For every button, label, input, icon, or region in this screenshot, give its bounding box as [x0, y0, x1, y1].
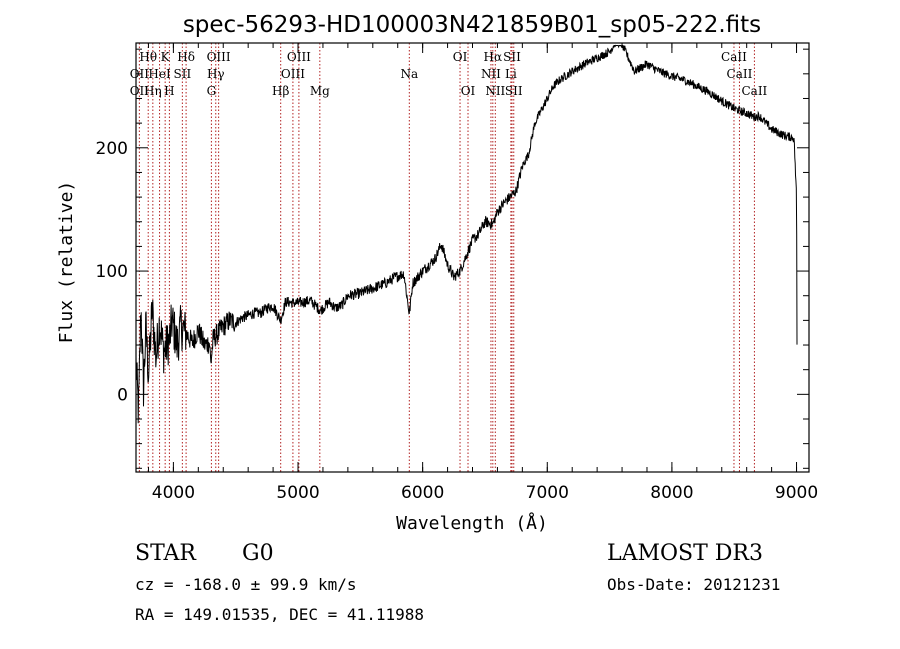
y-axis-ticks: 0 100 200 — [96, 48, 809, 469]
line-label: OIII — [207, 50, 231, 64]
line-label: SII — [503, 50, 521, 64]
emission-line-markers — [138, 43, 755, 472]
line-label: OIII — [287, 50, 311, 64]
y-tick-label: 0 — [117, 385, 128, 405]
x-axis-label: Wavelength (Å) — [396, 512, 548, 534]
line-label: Li — [505, 67, 517, 81]
line-label: OIII — [281, 67, 305, 81]
line-label: Na — [400, 67, 418, 81]
line-label: OII — [130, 84, 150, 98]
line-label: Hα — [484, 50, 503, 64]
obs-date: Obs-Date: 20121231 — [607, 575, 780, 594]
redshift-text: cz = -168.0 ± 99.9 km/s — [135, 575, 357, 594]
line-label: CaII — [727, 67, 753, 81]
line-label: SII — [174, 67, 192, 81]
line-label: CaII — [741, 84, 767, 98]
line-label: Mg — [310, 84, 330, 98]
spectrum-line — [135, 44, 798, 424]
line-label: Hθ — [139, 50, 157, 64]
object-class: STAR — [135, 541, 197, 566]
coordinates: RA = 149.01535, DEC = 41.11988 — [135, 605, 424, 624]
line-label: HeI — [148, 67, 171, 81]
line-label: OI — [461, 84, 476, 98]
y-axis-label: Flux (relative) — [56, 181, 77, 344]
chart-title: spec-56293-HD100003N421859B01_sp05-222.f… — [183, 12, 761, 38]
x-tick-label: 7000 — [526, 483, 569, 503]
line-label: G — [207, 84, 217, 98]
line-label: Hγ — [207, 67, 225, 81]
line-label: Hβ — [272, 84, 289, 98]
line-label: K — [161, 50, 171, 64]
object-subclass: G0 — [242, 541, 274, 566]
plot-frame — [135, 42, 810, 473]
y-tick-label: 100 — [96, 262, 128, 282]
x-tick-label: 4000 — [152, 483, 195, 503]
line-label: H — [164, 84, 174, 98]
x-tick-label: 5000 — [276, 483, 319, 503]
line-label: CaII — [721, 50, 747, 64]
x-tick-label: 6000 — [401, 483, 444, 503]
x-tick-label: 8000 — [650, 483, 693, 503]
line-label: SII — [505, 84, 523, 98]
y-tick-label: 200 — [96, 139, 128, 159]
line-label: OI — [453, 50, 468, 64]
line-label: Hη — [144, 84, 162, 98]
line-label: NII — [485, 84, 505, 98]
survey-name: LAMOST DR3 — [607, 541, 763, 566]
x-tick-label: 9000 — [775, 483, 818, 503]
line-label: NII — [481, 67, 501, 81]
line-label: Hδ — [177, 50, 195, 64]
x-axis-ticks: 4000 5000 6000 7000 8000 9000 — [147, 43, 818, 503]
